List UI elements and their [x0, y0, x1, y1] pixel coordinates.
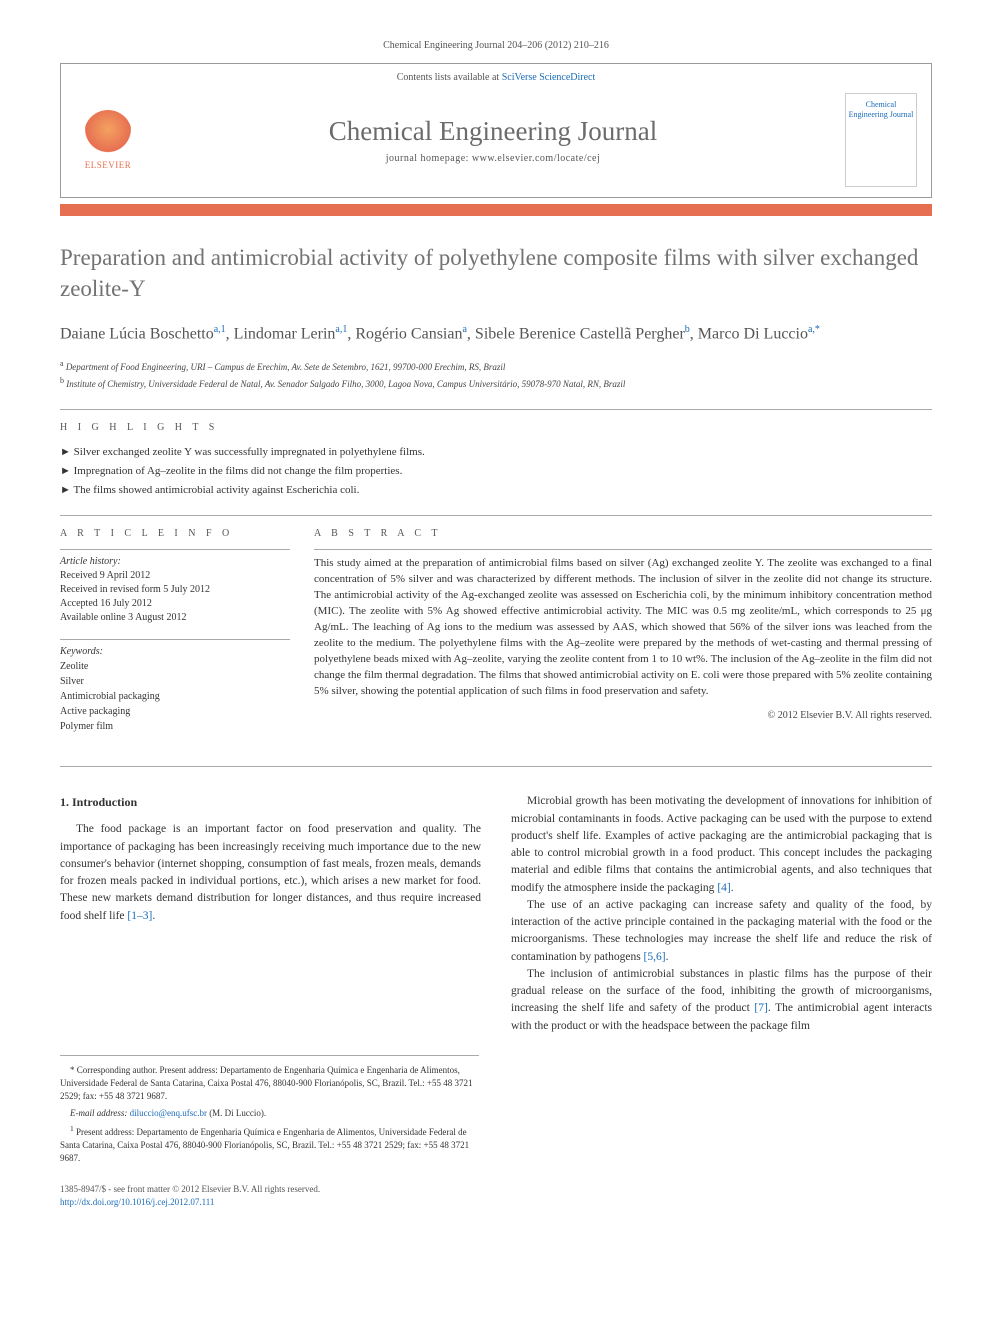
- history-line: Received in revised form 5 July 2012: [60, 583, 290, 597]
- footnotes: * Corresponding author. Present address:…: [60, 1055, 479, 1165]
- header-availability: Contents lists available at SciVerse Sci…: [61, 64, 931, 87]
- affiliation-a: Department of Food Engineering, URI – Ca…: [66, 362, 506, 372]
- keyword: Antimicrobial packaging: [60, 689, 290, 704]
- keyword: Zeolite: [60, 659, 290, 674]
- keyword: Silver: [60, 674, 290, 689]
- highlight-item: The films showed antimicrobial activity …: [60, 481, 932, 500]
- email-label: E-mail address:: [70, 1108, 130, 1118]
- doi-link[interactable]: http://dx.doi.org/10.1016/j.cej.2012.07.…: [60, 1197, 214, 1207]
- author-4: , Sibele Berenice Castellã Pergher: [467, 325, 685, 342]
- article-info-label: A R T I C L E I N F O: [60, 528, 290, 539]
- author-5-aff: a,*: [808, 324, 820, 335]
- body-paragraph: The food package is an important factor …: [60, 821, 481, 925]
- highlight-item: Silver exchanged zeolite Y was successfu…: [60, 443, 932, 462]
- contents-label: Contents lists available at: [397, 72, 502, 83]
- authors-line: Daiane Lúcia Boschettoa,1, Lindomar Leri…: [60, 322, 932, 346]
- divider: [60, 409, 932, 410]
- citation-link[interactable]: [1–3]: [127, 910, 152, 922]
- highlight-item: Impregnation of Ag–zeolite in the films …: [60, 462, 932, 481]
- elsevier-text: ELSEVIER: [75, 160, 141, 170]
- author-2-aff: a,1: [335, 324, 347, 335]
- history-line: Received 9 April 2012: [60, 569, 290, 583]
- keywords-label: Keywords:: [60, 646, 290, 657]
- email-link[interactable]: diluccio@enq.ufsc.br: [130, 1108, 207, 1118]
- author-5: , Marco Di Luccio: [690, 325, 808, 342]
- author-2: , Lindomar Lerin: [226, 325, 336, 342]
- article-info-col: A R T I C L E I N F O Article history: R…: [60, 528, 290, 748]
- keyword: Active packaging: [60, 704, 290, 719]
- author-1: Daiane Lúcia Boschetto: [60, 325, 214, 342]
- abstract-col: A B S T R A C T This study aimed at the …: [314, 528, 932, 748]
- keyword: Polymer film: [60, 719, 290, 734]
- citation-line: Chemical Engineering Journal 204–206 (20…: [60, 40, 932, 51]
- footnote-email: E-mail address: diluccio@enq.ufsc.br (M.…: [60, 1107, 479, 1120]
- divider: [60, 766, 932, 767]
- journal-homepage: journal homepage: www.elsevier.com/locat…: [141, 153, 845, 164]
- bottom-bar: 1385-8947/$ - see front matter © 2012 El…: [60, 1183, 932, 1208]
- journal-name: Chemical Engineering Journal: [141, 116, 845, 147]
- citation-link[interactable]: [5,6]: [644, 951, 666, 963]
- body-left-col: 1. Introduction The food package is an i…: [60, 793, 481, 1035]
- highlights-label: H I G H L I G H T S: [60, 422, 932, 433]
- citation-link[interactable]: [7]: [754, 1002, 767, 1014]
- sciencedirect-link[interactable]: SciVerse ScienceDirect: [502, 72, 596, 83]
- citation-link[interactable]: [4]: [717, 882, 730, 894]
- divider: [60, 515, 932, 516]
- orange-divider-bar: [60, 204, 932, 216]
- footnote-corresponding: * Corresponding author. Present address:…: [60, 1064, 479, 1103]
- cover-text: Chemical Engineering Journal: [848, 100, 914, 119]
- body-paragraph: Microbial growth has been motivating the…: [511, 793, 932, 897]
- history-line: Accepted 16 July 2012: [60, 597, 290, 611]
- footnote-present-address: 1 Present address: Departamento de Engen…: [60, 1124, 479, 1165]
- abstract-label: A B S T R A C T: [314, 528, 932, 539]
- body-paragraph: The inclusion of antimicrobial substance…: [511, 966, 932, 1035]
- journal-header-box: Contents lists available at SciVerse Sci…: [60, 63, 932, 198]
- elsevier-logo: ELSEVIER: [75, 110, 141, 170]
- elsevier-tree-icon: [84, 110, 132, 158]
- abstract-text: This study aimed at the preparation of a…: [314, 556, 932, 699]
- email-person: (M. Di Luccio).: [207, 1108, 266, 1118]
- history-line: Available online 3 August 2012: [60, 611, 290, 625]
- author-1-aff: a,1: [214, 324, 226, 335]
- section-heading: 1. Introduction: [60, 793, 481, 811]
- journal-cover-thumb: Chemical Engineering Journal: [845, 93, 917, 187]
- highlights-list: Silver exchanged zeolite Y was successfu…: [60, 443, 932, 499]
- body-right-col: Microbial growth has been motivating the…: [511, 793, 932, 1035]
- abstract-copyright: © 2012 Elsevier B.V. All rights reserved…: [314, 710, 932, 721]
- affiliation-b: Institute of Chemistry, Universidade Fed…: [66, 379, 625, 389]
- body-paragraph: The use of an active packaging can incre…: [511, 897, 932, 966]
- author-3: , Rogério Cansian: [347, 325, 462, 342]
- history-label: Article history:: [60, 556, 290, 567]
- front-matter-line: 1385-8947/$ - see front matter © 2012 El…: [60, 1183, 932, 1196]
- article-title: Preparation and antimicrobial activity o…: [60, 242, 932, 304]
- footnote-sup: 1: [70, 1124, 74, 1133]
- affiliations: a Department of Food Engineering, URI – …: [60, 358, 932, 391]
